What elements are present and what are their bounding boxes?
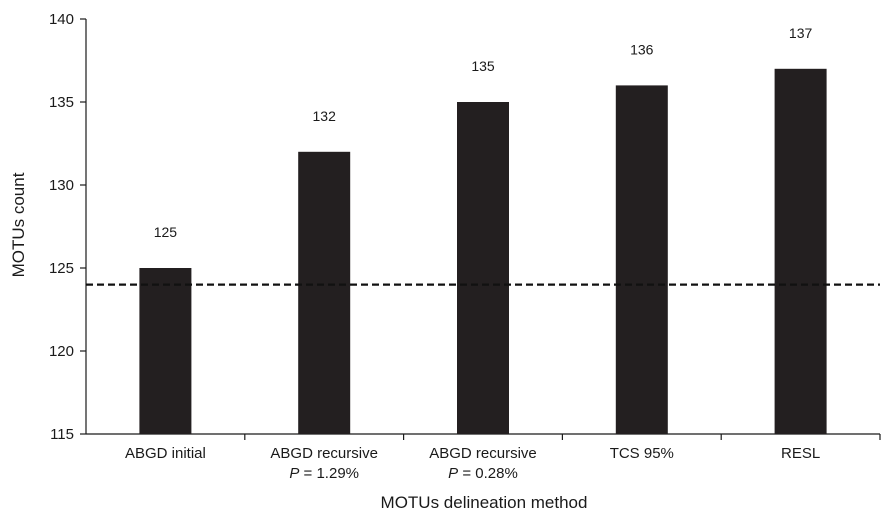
bars xyxy=(139,68,827,435)
y-tick-label: 125 xyxy=(49,260,74,277)
bar-value-label: 137 xyxy=(789,25,813,41)
x-axis: ABGD initial ABGD recursive P = 1.29% ABGD … xyxy=(86,433,881,482)
bar xyxy=(615,85,668,435)
bar-value-label: 136 xyxy=(630,41,654,57)
x-category-label: P = 0.28% xyxy=(448,465,518,482)
y-tick-label: 140 xyxy=(49,11,74,28)
bar-value-label: 132 xyxy=(313,108,337,124)
x-axis-title: MOTUs delineation method xyxy=(381,493,588,512)
bar xyxy=(457,102,509,434)
bar-value-label: 125 xyxy=(154,224,178,240)
y-tick-label: 135 xyxy=(49,94,74,111)
data-labels: 125 132 135 136 137 xyxy=(154,25,813,240)
y-tick-label: 115 xyxy=(50,426,74,443)
x-category-label: RESL xyxy=(781,445,820,462)
y-tick-label: 130 xyxy=(49,177,74,194)
bar-value-label: 135 xyxy=(471,58,495,74)
x-category-label: P = 1.29% xyxy=(289,465,359,482)
bar xyxy=(298,151,351,435)
y-axis-title: MOTUs count xyxy=(9,172,28,277)
x-category-label: ABGD recursive xyxy=(270,445,378,462)
y-tick-label: 120 xyxy=(49,343,74,360)
x-category-label: ABGD recursive xyxy=(429,445,537,462)
y-axis: 115 120 125 130 135 140 xyxy=(49,11,87,443)
x-category-label: ABGD initial xyxy=(125,445,206,462)
bar xyxy=(139,268,192,434)
bar xyxy=(774,68,827,435)
x-category-label: TCS 95% xyxy=(610,445,674,462)
